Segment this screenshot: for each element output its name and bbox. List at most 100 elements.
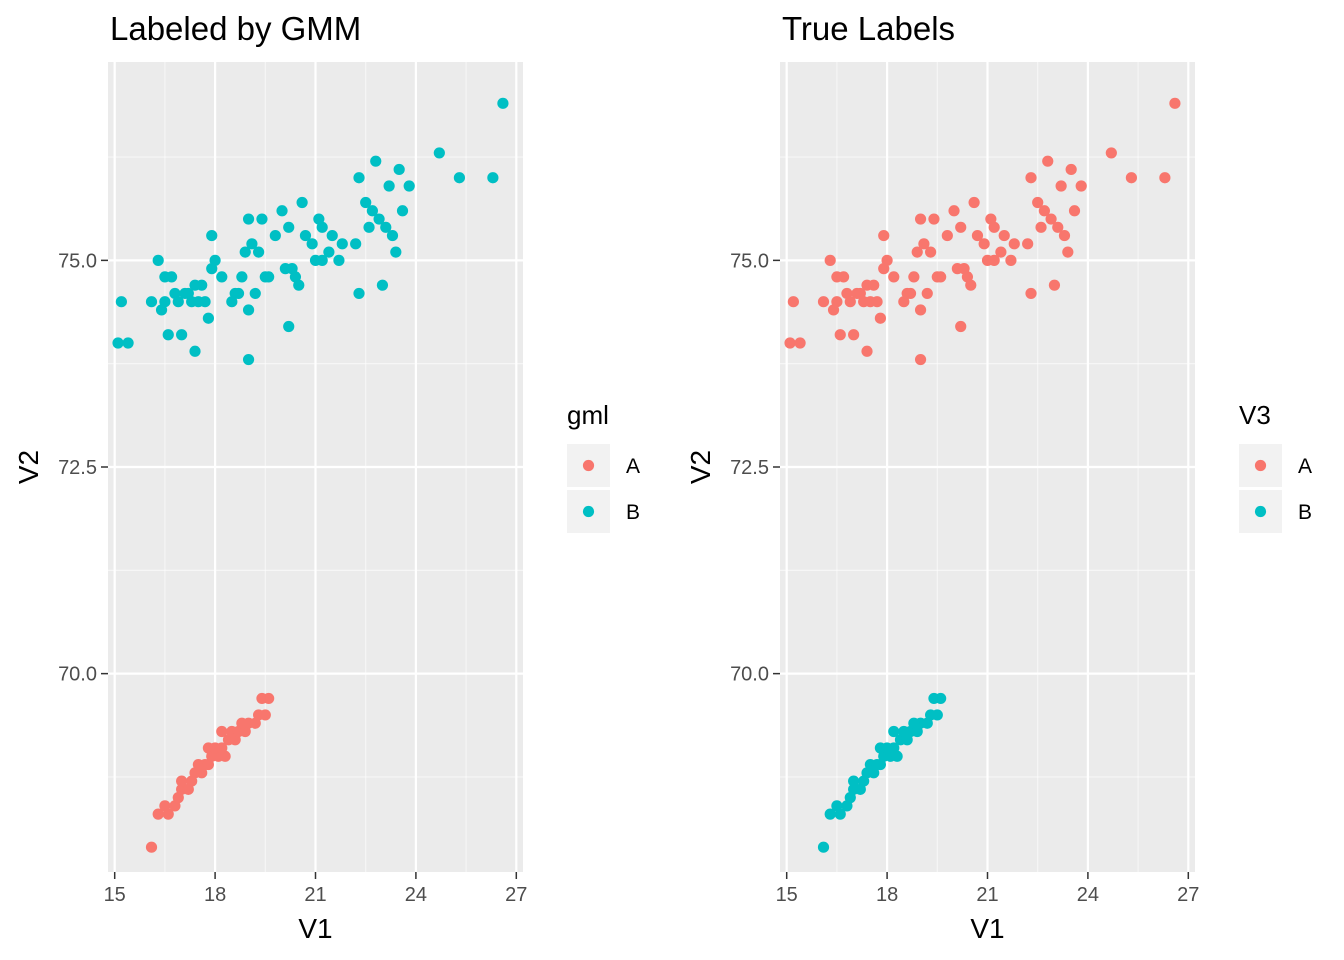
data-point-A [152, 808, 164, 820]
data-point-A [918, 238, 930, 250]
data-point-A [914, 213, 927, 225]
data-point-A [911, 246, 923, 258]
data-point-B [396, 205, 409, 217]
data-point-B [316, 254, 328, 266]
data-point-A [971, 229, 984, 242]
data-point-B [269, 229, 281, 242]
data-point-A [1038, 205, 1050, 217]
x-axis-title: V1 [298, 913, 332, 944]
data-point-A [1035, 221, 1047, 233]
legend-label: A [626, 455, 640, 478]
data-point-B [366, 205, 378, 217]
x-tick-label: 24 [1077, 884, 1099, 906]
chart-panel-2: True Labels 15 18 21 24 27 70.0 72.5 75.0 V1 V2 V3 A… [685, 10, 1312, 944]
data-point-A [1058, 229, 1071, 242]
data-point-B [848, 775, 860, 787]
data-point-B [393, 163, 405, 176]
data-point-A [871, 296, 883, 308]
data-point-B [373, 213, 385, 225]
data-point-B [253, 246, 265, 258]
data-point-B [935, 692, 947, 705]
data-point-B [336, 238, 348, 250]
data-point-A [914, 353, 927, 366]
legend-label: A [1298, 455, 1312, 478]
data-point-B [333, 254, 345, 266]
data-point-B [276, 205, 288, 217]
x-tick-label: 24 [405, 884, 427, 906]
data-point-A [965, 279, 977, 291]
x-tick-label: 21 [976, 884, 998, 906]
data-point-B [360, 196, 372, 209]
y-tick-label: 75.0 [730, 250, 769, 272]
data-point-B [403, 180, 415, 192]
data-point-B [390, 246, 402, 258]
data-point-B [380, 221, 392, 233]
data-point-B [383, 180, 395, 192]
data-point-B [299, 229, 312, 242]
data-point-B [256, 213, 268, 225]
data-point-B [888, 725, 900, 738]
data-point-B [242, 213, 255, 225]
data-point-A [1008, 238, 1020, 250]
data-point-A [259, 709, 271, 721]
data-point-B [326, 229, 338, 242]
data-point-A [1068, 205, 1081, 217]
data-point-B [249, 287, 261, 300]
data-point-B [216, 271, 228, 283]
y-tick-label: 72.5 [730, 457, 769, 479]
data-point-B [263, 271, 275, 283]
x-tick-label: 21 [304, 884, 326, 906]
data-point-B [122, 337, 134, 349]
data-point-A [834, 329, 846, 341]
data-point-A [941, 229, 953, 242]
data-point-B [487, 172, 499, 184]
data-point-B [112, 337, 124, 349]
data-point-A [848, 329, 860, 341]
data-point-A [216, 742, 228, 754]
data-point-A [881, 254, 893, 266]
data-point-A [831, 296, 843, 308]
data-point-A [1105, 147, 1117, 159]
data-point-B [232, 287, 245, 300]
data-point-A [824, 254, 836, 266]
x-tick-label: 27 [1177, 884, 1199, 906]
y-tick-label: 75.0 [58, 250, 97, 272]
data-point-B [296, 196, 308, 209]
chart-panel-1: Labeled by GMM 15 18 21 24 27 70.0 72.5 75.0 V1 V2… [13, 10, 640, 944]
data-point-A [1025, 287, 1037, 300]
data-point-A [1048, 279, 1061, 291]
legend-symbol-B [582, 505, 595, 518]
data-point-A [1062, 246, 1074, 258]
data-point-A [925, 246, 937, 258]
data-point-A [904, 287, 917, 300]
data-point-B [283, 221, 295, 233]
data-point-B [376, 279, 389, 291]
data-point-A [955, 221, 967, 233]
data-point-A [968, 196, 980, 209]
chart-title: Labeled by GMM [110, 10, 361, 47]
data-point-B [831, 800, 843, 812]
data-point-B [363, 221, 375, 233]
data-point-A [935, 271, 947, 283]
data-point-A [861, 345, 873, 357]
data-point-B [323, 246, 335, 258]
data-point-A [1045, 213, 1057, 225]
data-point-A [145, 841, 158, 853]
y-axis-title: V2 [13, 450, 44, 484]
data-point-A [1005, 254, 1017, 266]
data-point-A [868, 279, 880, 291]
data-point-B [293, 279, 305, 291]
data-point-B [306, 238, 318, 250]
y-tick-label: 70.0 [730, 664, 769, 686]
chart-title: True Labels [782, 10, 955, 47]
data-point-B [165, 271, 178, 283]
data-point-B [189, 345, 201, 357]
data-point-B [497, 97, 509, 109]
data-point-A [874, 312, 887, 324]
data-point-A [1125, 172, 1138, 184]
data-point-A [263, 692, 275, 705]
data-point-A [1032, 196, 1044, 209]
x-tick-label: 18 [204, 884, 226, 906]
data-point-A [928, 213, 940, 225]
